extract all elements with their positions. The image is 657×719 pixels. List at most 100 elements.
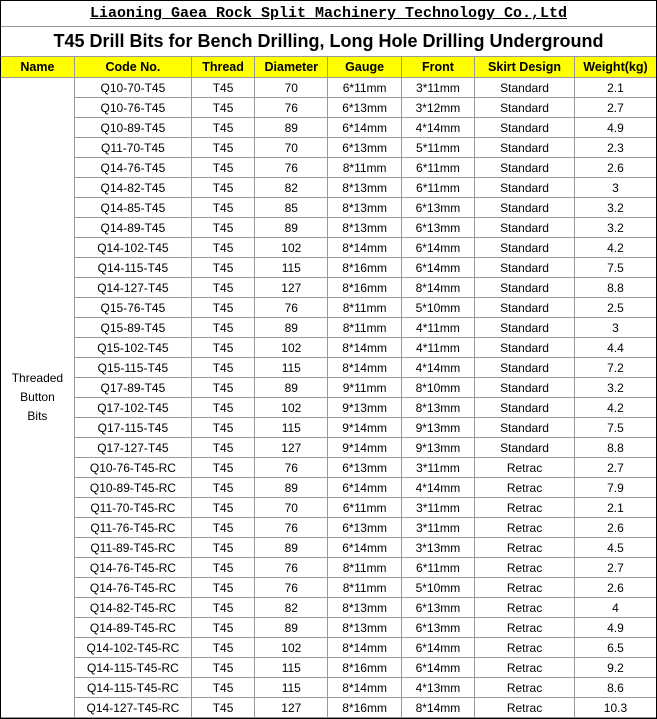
cell-diameter: 127 <box>255 698 328 718</box>
cell-weight: 2.7 <box>574 458 656 478</box>
cell-skirt: Standard <box>475 318 575 338</box>
cell-code: Q17-127-T45 <box>74 438 191 458</box>
cell-skirt: Standard <box>475 398 575 418</box>
cell-skirt: Standard <box>475 158 575 178</box>
cell-diameter: 89 <box>255 318 328 338</box>
table-row: Q14-127-T45-RCT451278*16mm8*14mmRetrac10… <box>1 698 656 718</box>
cell-gauge: 8*16mm <box>328 258 401 278</box>
cell-skirt: Retrac <box>475 558 575 578</box>
table-row: Q14-76-T45-RCT45768*11mm6*11mmRetrac2.7 <box>1 558 656 578</box>
cell-gauge: 8*16mm <box>328 278 401 298</box>
table-row: Q11-70-T45-RCT45706*11mm3*11mmRetrac2.1 <box>1 498 656 518</box>
table-row: Q10-76-T45T45766*13mm3*12mmStandard2.7 <box>1 98 656 118</box>
cell-gauge: 8*14mm <box>328 638 401 658</box>
table-row: Q17-89-T45T45899*11mm8*10mmStandard3.2 <box>1 378 656 398</box>
cell-front: 6*14mm <box>401 638 474 658</box>
cell-thread: T45 <box>191 98 254 118</box>
cell-code: Q14-76-T45 <box>74 158 191 178</box>
cell-skirt: Standard <box>475 378 575 398</box>
cell-thread: T45 <box>191 238 254 258</box>
table-row: Q11-70-T45T45706*13mm5*11mmStandard2.3 <box>1 138 656 158</box>
cell-front: 5*10mm <box>401 298 474 318</box>
cell-weight: 3.2 <box>574 198 656 218</box>
cell-thread: T45 <box>191 178 254 198</box>
cell-diameter: 115 <box>255 678 328 698</box>
cell-code: Q14-115-T45-RC <box>74 658 191 678</box>
cell-weight: 10.3 <box>574 698 656 718</box>
cell-front: 6*11mm <box>401 158 474 178</box>
cell-code: Q14-127-T45-RC <box>74 698 191 718</box>
table-title: T45 Drill Bits for Bench Drilling, Long … <box>1 27 656 57</box>
cell-diameter: 82 <box>255 178 328 198</box>
cell-thread: T45 <box>191 418 254 438</box>
table-row: Q17-127-T45T451279*14mm9*13mmStandard8.8 <box>1 438 656 458</box>
cell-skirt: Retrac <box>475 478 575 498</box>
spec-table: Name Code No. Thread Diameter Gauge Fron… <box>1 57 656 718</box>
table-row: Q14-115-T45-RCT451158*14mm4*13mmRetrac8.… <box>1 678 656 698</box>
cell-code: Q14-82-T45-RC <box>74 598 191 618</box>
table-row: Q11-89-T45-RCT45896*14mm3*13mmRetrac4.5 <box>1 538 656 558</box>
cell-weight: 9.2 <box>574 658 656 678</box>
col-header-thread: Thread <box>191 57 254 78</box>
company-name: Liaoning Gaea Rock Split Machinery Techn… <box>1 1 656 27</box>
cell-front: 3*11mm <box>401 518 474 538</box>
cell-code: Q17-102-T45 <box>74 398 191 418</box>
cell-gauge: 8*11mm <box>328 298 401 318</box>
col-header-weight: Weight(kg) <box>574 57 656 78</box>
cell-weight: 2.5 <box>574 298 656 318</box>
cell-diameter: 102 <box>255 398 328 418</box>
cell-code: Q14-76-T45-RC <box>74 578 191 598</box>
cell-thread: T45 <box>191 318 254 338</box>
cell-gauge: 8*11mm <box>328 318 401 338</box>
cell-gauge: 8*11mm <box>328 158 401 178</box>
cell-diameter: 127 <box>255 438 328 458</box>
table-row: Q15-102-T45T451028*14mm4*11mmStandard4.4 <box>1 338 656 358</box>
cell-weight: 8.6 <box>574 678 656 698</box>
cell-weight: 3.2 <box>574 378 656 398</box>
cell-front: 6*14mm <box>401 658 474 678</box>
cell-diameter: 70 <box>255 498 328 518</box>
cell-weight: 2.1 <box>574 78 656 98</box>
cell-skirt: Standard <box>475 118 575 138</box>
cell-gauge: 6*14mm <box>328 118 401 138</box>
cell-code: Q15-76-T45 <box>74 298 191 318</box>
header-row: Name Code No. Thread Diameter Gauge Fron… <box>1 57 656 78</box>
cell-thread: T45 <box>191 338 254 358</box>
cell-diameter: 70 <box>255 78 328 98</box>
cell-gauge: 6*13mm <box>328 458 401 478</box>
cell-diameter: 76 <box>255 158 328 178</box>
cell-weight: 6.5 <box>574 638 656 658</box>
cell-thread: T45 <box>191 118 254 138</box>
cell-thread: T45 <box>191 698 254 718</box>
table-row: Q15-115-T45T451158*14mm4*14mmStandard7.2 <box>1 358 656 378</box>
cell-skirt: Retrac <box>475 598 575 618</box>
cell-weight: 2.6 <box>574 518 656 538</box>
cell-skirt: Retrac <box>475 698 575 718</box>
cell-gauge: 6*11mm <box>328 78 401 98</box>
table-row: Q14-76-T45-RCT45768*11mm5*10mmRetrac2.6 <box>1 578 656 598</box>
cell-diameter: 115 <box>255 418 328 438</box>
cell-skirt: Standard <box>475 178 575 198</box>
cell-thread: T45 <box>191 138 254 158</box>
cell-weight: 4 <box>574 598 656 618</box>
cell-thread: T45 <box>191 358 254 378</box>
cell-weight: 7.5 <box>574 418 656 438</box>
cell-thread: T45 <box>191 578 254 598</box>
table-row: Q15-76-T45T45768*11mm5*10mmStandard2.5 <box>1 298 656 318</box>
cell-code: Q11-70-T45-RC <box>74 498 191 518</box>
cell-front: 4*14mm <box>401 358 474 378</box>
cell-thread: T45 <box>191 218 254 238</box>
cell-front: 9*13mm <box>401 418 474 438</box>
cell-skirt: Standard <box>475 78 575 98</box>
cell-code: Q11-89-T45-RC <box>74 538 191 558</box>
cell-weight: 7.2 <box>574 358 656 378</box>
category-name-line: Bits <box>3 407 72 426</box>
cell-skirt: Standard <box>475 338 575 358</box>
cell-gauge: 8*16mm <box>328 698 401 718</box>
cell-skirt: Retrac <box>475 678 575 698</box>
cell-skirt: Standard <box>475 278 575 298</box>
cell-skirt: Standard <box>475 258 575 278</box>
cell-diameter: 89 <box>255 218 328 238</box>
cell-diameter: 76 <box>255 558 328 578</box>
cell-gauge: 9*14mm <box>328 438 401 458</box>
